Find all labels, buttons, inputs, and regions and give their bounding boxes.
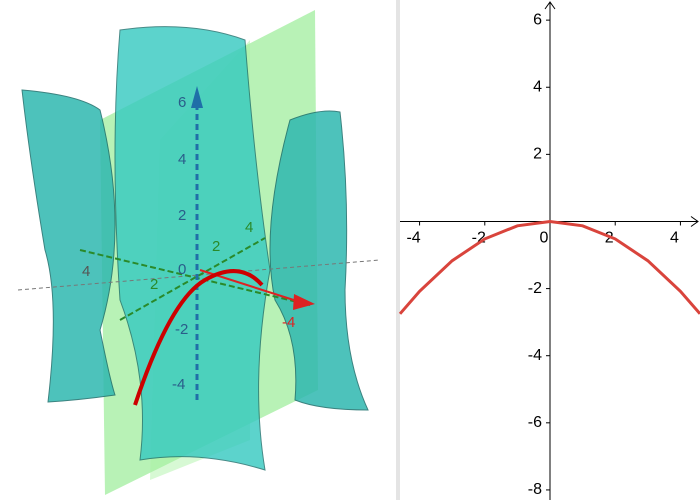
axis-label: 4 [245,219,253,236]
surface [269,110,369,411]
view-2d: -4 -2 0 2 4 6 4 2 -2 -4 -6 -8 [398,1,700,500]
y-tick-label: -4 [528,347,542,364]
axis-label: -4 [172,376,185,393]
x-tick-label: -2 [472,230,486,247]
y-tick-label: 4 [533,78,542,95]
axis-label: -2 [175,321,188,338]
y-tick-label: -2 [528,280,542,297]
x-tick-label: 4 [670,230,679,247]
view-3d: 6 4 2 0 2 4 2 -2 -4 4 -4 [17,10,381,495]
y-tick-label: 2 [533,146,542,163]
axis-label: 2 [212,238,220,255]
axis-label: 4 [82,263,90,280]
parabola [398,219,700,315]
y-tick-label: 6 [533,11,542,28]
y-tick-label: -6 [528,414,542,431]
axis-label: 2 [150,276,158,293]
axis-label: 2 [178,207,186,224]
curve-3d [133,269,264,406]
axis-label: -4 [282,314,295,331]
axis-label: 6 [178,94,186,111]
surface [21,89,116,403]
x-tick-label: 2 [605,230,614,247]
divider [396,0,400,500]
axis-arrow [293,294,315,310]
x-tick-label: -4 [406,230,420,247]
axis [17,259,381,291]
axis-label: 4 [178,151,186,168]
x-tick-label: 0 [540,230,549,247]
axis-arrow [191,86,203,108]
axis-arrow [544,1,556,10]
axis-arrow [690,216,699,227]
axis [119,237,266,321]
y-tick-label: -8 [528,481,542,498]
axis-label: 0 [178,261,186,278]
